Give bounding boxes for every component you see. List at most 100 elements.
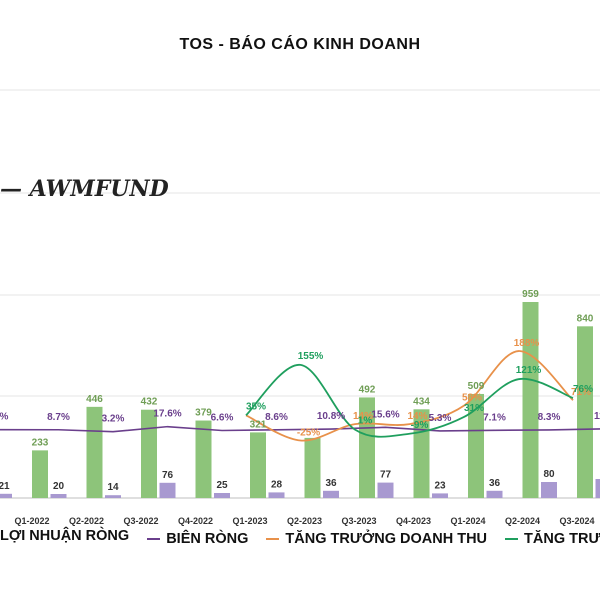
x-tick-label-9: Q2-2024 (505, 516, 540, 526)
revenue-label-3: 379 (195, 408, 212, 419)
net-margin-line (0, 425, 600, 433)
profit-growth-label-6: 76% (573, 384, 593, 395)
profit-growth-label-4: 31% (464, 403, 484, 414)
profit-bar-5 (268, 492, 285, 498)
legend-label-net-profit: LỢI NHUẬN RÒNG (0, 528, 130, 544)
net-margin-label-1: 8.7% (47, 412, 70, 423)
profit-bar-0 (0, 493, 12, 498)
revenue-label-6: 492 (359, 384, 376, 395)
revenue-bar-8 (468, 393, 484, 498)
profit-growth-label-3: -9% (411, 420, 429, 431)
revenue-growth-label-1: -25% (297, 428, 320, 439)
net-margin-label-0: % (0, 412, 9, 423)
revenue-growth-label-5: 188% (514, 338, 540, 349)
revenue-bar-2 (141, 409, 157, 498)
revenue-growth-label-2: 14% (353, 411, 373, 422)
x-tick-label-2: Q3-2022 (123, 516, 158, 526)
x-tick-label-3: Q4-2022 (178, 516, 213, 526)
profit-bar-2 (105, 495, 121, 498)
bars-layer (0, 302, 600, 498)
revenue-bar-3 (195, 420, 212, 498)
profit-bar-11 (595, 479, 600, 498)
net-margin-label-7: 15.6% (371, 409, 399, 420)
net-margin-label-3: 17.6% (153, 409, 181, 420)
profit-growth-label-1: 155% (298, 351, 324, 362)
profit-label-9: 36 (489, 478, 501, 489)
net-margin-label-8: 5.3% (429, 413, 452, 424)
revenue-bar-1 (86, 406, 103, 498)
x-axis: Q1-2022 Q2-2022 Q3-2022 Q4-2022 Q1-2023 Q2-20… (14, 516, 594, 526)
profit-bar-8 (432, 493, 448, 498)
revenue-bar-4 (250, 432, 266, 498)
labels-layer: 233 446 432 379 321 492 434 509 959 840 21 20 14 76 25… (0, 289, 600, 493)
revenue-label-1: 446 (86, 394, 103, 405)
chart-title: TOS - BÁO CÁO KINH DOANH (179, 36, 421, 53)
revenue-bar-9 (522, 302, 539, 498)
profit-bar-4 (214, 493, 230, 498)
profit-label-1: 20 (53, 481, 65, 492)
profit-bar-3 (159, 482, 176, 498)
legend-item-net-profit: LỢI NHUẬN RÒNG (0, 528, 129, 544)
x-tick-label-10: Q3-2024 (559, 516, 594, 526)
x-tick-label-7: Q4-2023 (396, 516, 431, 526)
legend-item-profit-growth: TĂNG TRƯ (505, 531, 600, 547)
profit-growth-label-5: 121% (516, 365, 542, 376)
revenue-growth-label-3: 14% (407, 411, 427, 422)
net-margin-label-4: 6.6% (211, 412, 234, 423)
profit-label-2: 14 (107, 482, 119, 493)
revenue-bar-6 (359, 397, 375, 498)
profit-label-10: 80 (543, 469, 555, 480)
revenue-label-0: 233 (32, 437, 49, 448)
profit-bar-6 (323, 490, 339, 498)
profit-bar-10 (541, 482, 557, 498)
legend-item-net-margin: BIÊN RÒNG (147, 531, 248, 547)
revenue-label-10: 840 (577, 313, 594, 324)
revenue-label-7: 434 (413, 396, 430, 407)
legend-label-profit-growth: TĂNG TRƯ (524, 531, 600, 547)
net-margin-label-2: 3.2% (102, 414, 125, 425)
net-margin-label-6: 10.8% (317, 411, 345, 422)
x-tick-label-5: Q2-2023 (287, 516, 322, 526)
revenue-label-4: 321 (250, 419, 267, 430)
lines-layer (0, 350, 600, 442)
x-tick-label-1: Q2-2022 (69, 516, 104, 526)
watermark: — AWMFUND (0, 176, 169, 202)
profit-growth-label-2: 1% (358, 416, 373, 427)
profit-bar-1 (50, 494, 67, 498)
x-tick-label-8: Q1-2024 (450, 516, 485, 526)
x-tick-label-0: Q1-2022 (14, 516, 49, 526)
profit-bar-7 (377, 482, 394, 498)
profit-label-8: 23 (434, 480, 446, 491)
profit-label-3: 76 (162, 470, 174, 481)
revenue-growth-line (245, 350, 574, 442)
net-margin-label-9: 7.1% (483, 412, 506, 423)
profit-growth-label-0: 35% (246, 401, 266, 412)
profit-bar-9 (486, 490, 503, 498)
x-tick-label-6: Q3-2023 (341, 516, 376, 526)
revenue-bar-5 (304, 437, 321, 498)
revenue-bar-0 (32, 450, 48, 498)
net-margin-label-5: 8.6% (265, 412, 288, 423)
revenue-label-9: 959 (522, 289, 539, 300)
profit-label-6: 36 (325, 478, 337, 489)
profit-growth-line (245, 363, 574, 438)
legend-item-revenue-growth: TĂNG TRƯỞNG DOANH THU (266, 531, 487, 547)
net-margin-label-10: 8.3% (538, 412, 561, 423)
legend: LỢI NHUẬN RÒNG BIÊN RÒNG TĂNG TRƯỞNG DOA… (0, 528, 600, 547)
profit-label-7: 77 (380, 470, 392, 481)
net-margin-label-11: 11.3 (594, 411, 600, 422)
x-tick-label-4: Q1-2023 (232, 516, 267, 526)
legend-label-net-margin: BIÊN RÒNG (166, 531, 249, 547)
profit-label-0: 21 (0, 481, 10, 492)
legend-label-revenue-growth: TĂNG TRƯỞNG DOANH THU (285, 531, 488, 547)
revenue-label-2: 432 (141, 397, 158, 408)
profit-label-4: 25 (216, 480, 228, 491)
profit-label-5: 28 (271, 479, 283, 490)
legend-swatch-revenue-growth (266, 538, 280, 540)
revenue-bar-10 (577, 326, 593, 498)
legend-swatch-net-margin (147, 538, 161, 540)
revenue-growth-label-4: 58% (462, 393, 482, 404)
revenue-growth-label-6: 71% (571, 387, 591, 398)
revenue-label-8: 509 (468, 381, 485, 392)
